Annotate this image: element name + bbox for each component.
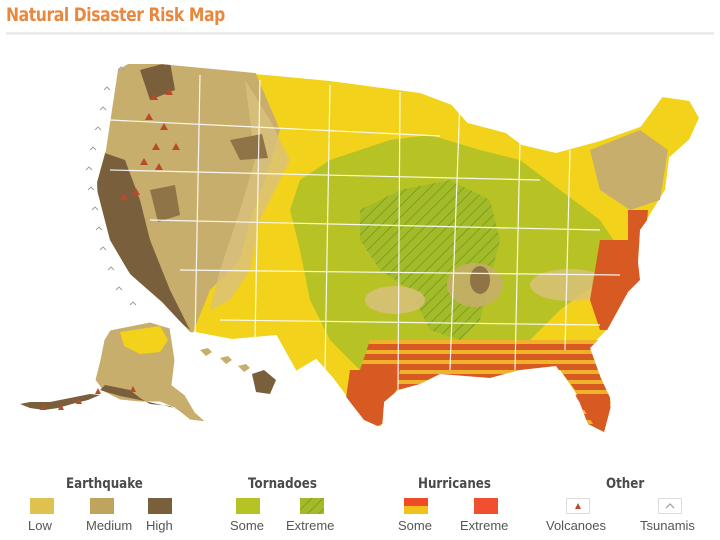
tsunami-chevron-icon: [658, 498, 682, 514]
volcano-triangle-icon: [566, 498, 590, 514]
risk-map-svg: [20, 63, 701, 433]
legend-label: Extreme: [286, 518, 335, 533]
page-title: Natural Disaster Risk Map: [6, 4, 225, 26]
volcano-markers: [120, 88, 180, 200]
legend-label: Medium: [86, 518, 133, 533]
legend-heading-earthquake: Earthquake: [66, 476, 143, 492]
legend-label: Low: [28, 518, 52, 533]
legend-heading-hurricanes: Hurricanes: [418, 476, 491, 492]
swatch-hurricane-some: [404, 498, 428, 514]
swatch-tornado-extreme: [300, 498, 324, 514]
legend-heading-tornadoes: Tornadoes: [248, 476, 317, 492]
tsunami-markers: [85, 66, 137, 306]
legend-label: Tsunamis: [640, 518, 695, 533]
risk-map: [0, 40, 720, 440]
alaska: [20, 321, 208, 423]
contiguous-us: [95, 63, 701, 433]
swatch-hurricane-extreme: [474, 498, 498, 514]
legend-label: Some: [398, 518, 432, 533]
swatch-eq-low: [30, 498, 54, 514]
swatch-tornado-some: [236, 498, 260, 514]
legend-label: Volcanoes: [546, 518, 606, 533]
hawaii: [200, 348, 276, 394]
legend-label: High: [146, 518, 173, 533]
legend: Earthquake Low Medium High Tornadoes Som…: [0, 470, 720, 540]
title-divider: [6, 32, 714, 35]
legend-label: Extreme: [460, 518, 509, 533]
swatch-eq-high: [148, 498, 172, 514]
legend-label: Some: [230, 518, 264, 533]
swatch-eq-medium: [90, 498, 114, 514]
legend-heading-other: Other: [606, 476, 645, 492]
